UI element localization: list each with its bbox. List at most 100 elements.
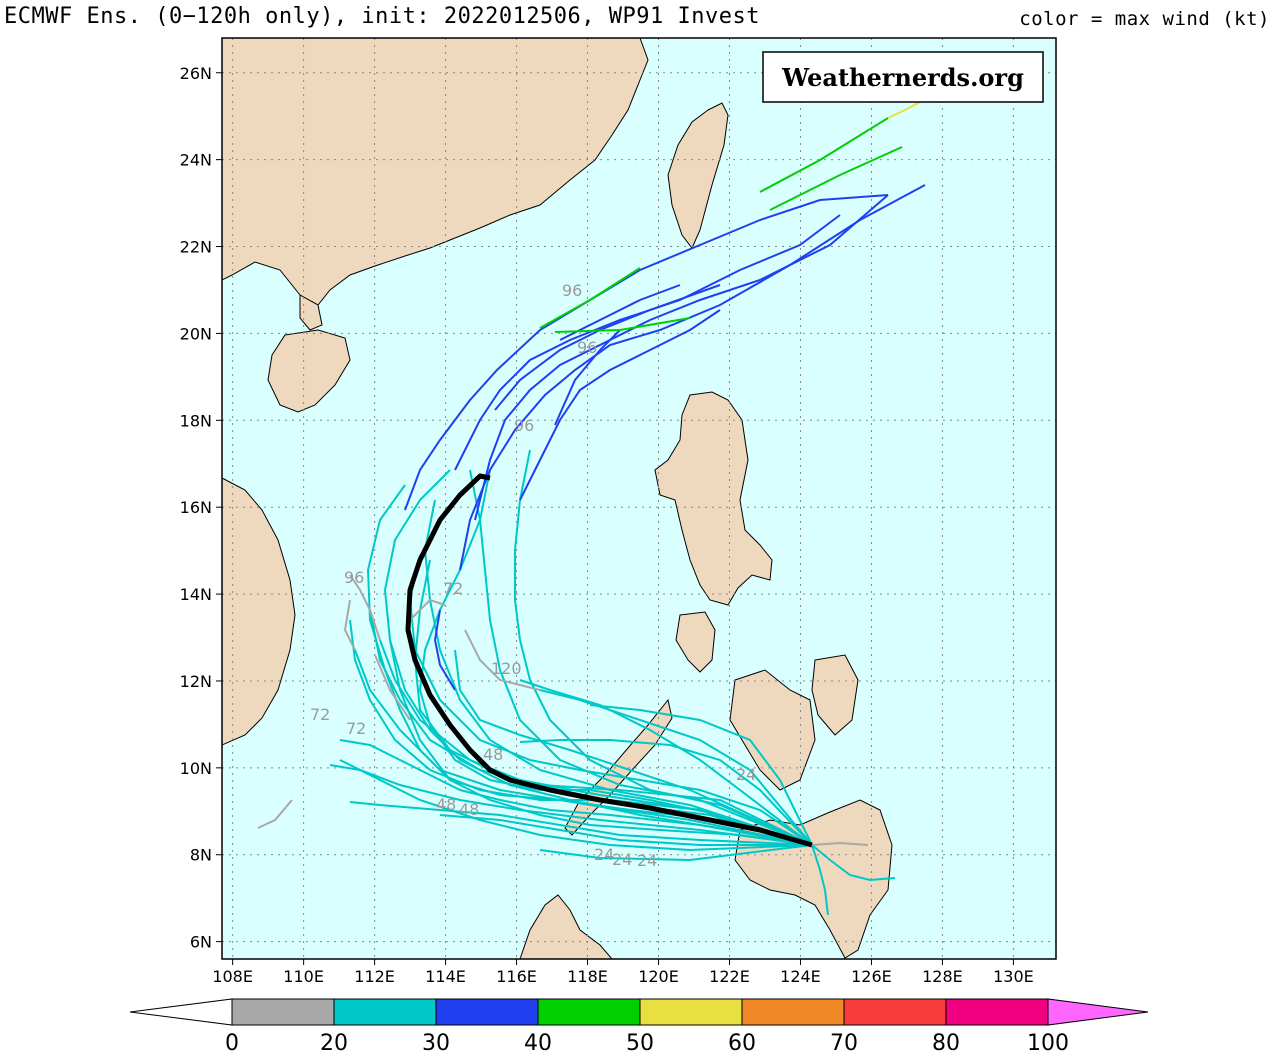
grid-lines: [222, 38, 1056, 959]
ensemble-track-cyan: [811, 844, 829, 916]
y-tick-label: 16N: [180, 498, 212, 517]
colorbar-segment: [945, 998, 1049, 1026]
ensemble-track-cyan: [349, 619, 813, 846]
land-vietnam: [222, 477, 296, 746]
colorbar: 0 20 30 40 50 60 70 80 100: [129, 998, 1149, 1056]
ensemble-track-cyan: [811, 844, 896, 882]
ensemble-track-cyan: [539, 844, 813, 862]
y-tick-label: 6N: [190, 933, 212, 952]
colorbar-segment: [231, 998, 335, 1026]
ensemble-track-grey: [811, 841, 869, 846]
forecast-hour-label: 72: [443, 579, 463, 598]
ensemble-track-cyan: [354, 649, 813, 846]
ensemble-track-cyan: [408, 554, 813, 846]
x-tick-label: 122E: [709, 967, 750, 986]
colorbar-label: 100: [1027, 1031, 1069, 1056]
ensemble-track-grey: [409, 598, 446, 621]
forecast-hour-label: 48: [459, 800, 479, 819]
ensemble-mean-track: [405, 473, 813, 848]
forecast-hour-label: 24: [612, 850, 632, 869]
y-tick-label: 26N: [180, 64, 212, 83]
colorbar-under-arrow: [129, 998, 233, 1026]
color-legend-note: color = max wind (kt): [1019, 8, 1270, 30]
ensemble-track-cyan: [514, 449, 813, 846]
ensemble-track-cyan: [366, 484, 813, 846]
forecast-hour-label: 24: [594, 845, 614, 864]
ensemble-track-green: [759, 117, 889, 193]
forecast-hour-label: 96: [344, 568, 364, 587]
colorbar-segment: [843, 998, 947, 1026]
forecast-hour-label: 24: [736, 765, 756, 784]
land-borneo: [519, 894, 613, 959]
forecast-hour-label: 48: [436, 795, 456, 814]
ensemble-track-blue: [554, 329, 621, 426]
ensemble-track-blue: [519, 309, 721, 501]
x-tick-label: 112E: [354, 967, 395, 986]
ensemble-track-cyan: [439, 814, 812, 846]
y-tick-label: 22N: [180, 238, 212, 257]
ensemble-track-green: [769, 146, 903, 211]
ensemble-tracks: [257, 101, 926, 916]
colorbar-label: 0: [225, 1031, 239, 1056]
forecast-hour-label: 72: [310, 705, 330, 724]
map-frame: [221, 37, 1057, 960]
land-luzon: [654, 391, 773, 606]
y-tick-label: 14N: [180, 585, 212, 604]
land-leizhou: [299, 294, 323, 331]
ensemble-track-green: [554, 317, 691, 333]
land-china: [222, 38, 649, 306]
x-tick-label: 124E: [780, 967, 821, 986]
ensemble-track-yellow: [887, 101, 921, 119]
colorbar-label: 80: [932, 1031, 960, 1056]
colorbar-label: 40: [524, 1031, 552, 1056]
x-tick-label: 130E: [993, 967, 1034, 986]
ensemble-track-green: [539, 267, 641, 329]
colorbar-segment: [741, 998, 845, 1026]
ensemble-track-grey: [349, 574, 381, 641]
colorbar-segment: [537, 998, 641, 1026]
brand-text: Weathernerds.org: [781, 63, 1024, 92]
ensemble-track-cyan: [589, 704, 813, 846]
forecast-hour-label: 96: [562, 281, 582, 300]
ensemble-track-grey: [257, 799, 293, 829]
ensemble-track-blue: [559, 284, 681, 341]
x-tick-label: 108E: [212, 967, 253, 986]
y-tick-label: 12N: [180, 672, 212, 691]
y-tick-label: 10N: [180, 759, 212, 778]
ensemble-track-cyan: [339, 759, 813, 852]
colorbar-label: 20: [320, 1031, 348, 1056]
x-tick-label: 120E: [638, 967, 679, 986]
forecast-hour-label: 24: [637, 851, 657, 870]
colorbar-label: 50: [626, 1031, 654, 1056]
ensemble-track-cyan: [383, 469, 813, 846]
colorbar-label: 30: [422, 1031, 450, 1056]
x-tick-label: 126E: [851, 967, 892, 986]
colorbar-segment: [639, 998, 743, 1026]
land-samar: [811, 654, 859, 736]
y-tick-label: 8N: [190, 846, 212, 865]
colorbar-label: 70: [830, 1031, 858, 1056]
y-tick-label: 24N: [180, 151, 212, 170]
x-tick-label: 118E: [567, 967, 608, 986]
land-mindoro: [675, 611, 716, 673]
colorbar-segment: [333, 998, 437, 1026]
ensemble-track-cyan: [519, 739, 813, 846]
ensemble-track-cyan: [454, 649, 813, 846]
ensemble-track-cyan: [418, 469, 813, 846]
ensemble-track-blue: [494, 284, 721, 411]
x-tick-label: 116E: [496, 967, 537, 986]
land-palawan: [564, 698, 673, 836]
x-tick-label: 114E: [425, 967, 466, 986]
forecast-hour-label: 96: [577, 338, 597, 357]
ensemble-track-grey: [464, 629, 541, 691]
axis-ticks: 108E 110E 112E 114E 116E 118E 120E 122E 124E 126E…: [180, 64, 1034, 986]
ensemble-track-cyan: [339, 739, 813, 846]
ensemble-track-cyan: [349, 801, 813, 846]
ensemble-track-blue: [433, 609, 456, 691]
forecast-hour-label: 96: [514, 416, 534, 435]
forecast-hour-label: 120: [491, 659, 522, 678]
x-tick-label: 110E: [283, 967, 324, 986]
forecast-hour-label: 48: [483, 745, 503, 764]
